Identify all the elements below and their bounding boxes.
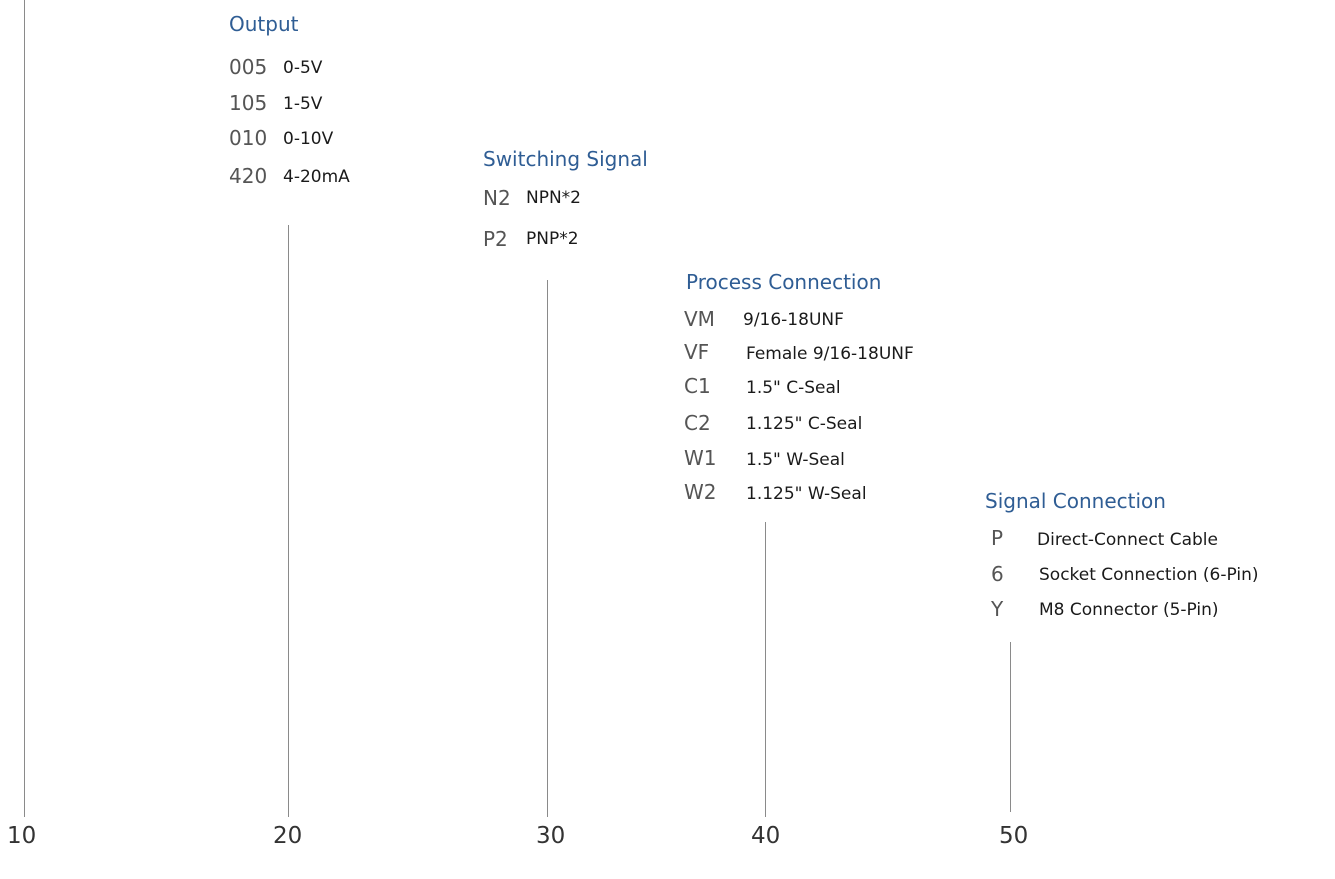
output-code-010: 010 <box>229 126 268 150</box>
switching-code-n2: N2 <box>483 186 511 210</box>
process-desc-vm: 9/16-18UNF <box>743 310 844 330</box>
output-code-005: 005 <box>229 55 268 79</box>
process-code-c1: C1 <box>684 374 711 398</box>
output-desc-010: 0-10V <box>283 129 334 149</box>
signal-desc-p: Direct-Connect Cable <box>1037 530 1218 550</box>
process-desc-vf: Female 9/16-18UNF <box>746 344 914 364</box>
leader-line-20 <box>288 225 289 817</box>
signal-desc-6: Socket Connection (6-Pin) <box>1039 565 1259 585</box>
process-code-vf: VF <box>684 340 710 364</box>
position-label-30: 30 <box>536 823 566 849</box>
signal-connection-heading: Signal Connection <box>985 489 1166 513</box>
switching-desc-n2: NPN*2 <box>526 188 582 208</box>
process-code-vm: VM <box>684 307 715 331</box>
signal-code-p: P <box>991 526 1004 550</box>
output-desc-420: 4-20mA <box>283 167 350 187</box>
leader-line-50 <box>1010 642 1011 812</box>
signal-code-6: 6 <box>991 562 1004 586</box>
position-label-20: 20 <box>273 823 303 849</box>
output-desc-005: 0-5V <box>283 58 323 78</box>
output-desc-105: 1-5V <box>283 94 323 114</box>
process-code-w2: W2 <box>684 480 717 504</box>
signal-desc-y: M8 Connector (5-Pin) <box>1039 600 1219 620</box>
process-code-w1: W1 <box>684 446 717 470</box>
process-desc-c2: 1.125" C-Seal <box>746 414 863 434</box>
switching-desc-p2: PNP*2 <box>526 229 579 249</box>
process-desc-w2: 1.125" W-Seal <box>746 484 867 504</box>
process-code-c2: C2 <box>684 411 711 435</box>
process-connection-heading: Process Connection <box>686 270 882 294</box>
switching-code-p2: P2 <box>483 227 508 251</box>
output-code-105: 105 <box>229 91 268 115</box>
process-desc-w1: 1.5" W-Seal <box>746 450 845 470</box>
process-desc-c1: 1.5" C-Seal <box>746 378 841 398</box>
position-label-10: 10 <box>7 823 37 849</box>
leader-line-30 <box>547 280 548 817</box>
output-heading: Output <box>229 12 299 36</box>
leader-line-40 <box>765 522 766 817</box>
signal-code-y: Y <box>991 597 1004 621</box>
output-code-420: 420 <box>229 164 268 188</box>
leader-line-10 <box>24 0 25 817</box>
position-label-50: 50 <box>999 823 1029 849</box>
switching-signal-heading: Switching Signal <box>483 147 648 171</box>
position-label-40: 40 <box>751 823 781 849</box>
